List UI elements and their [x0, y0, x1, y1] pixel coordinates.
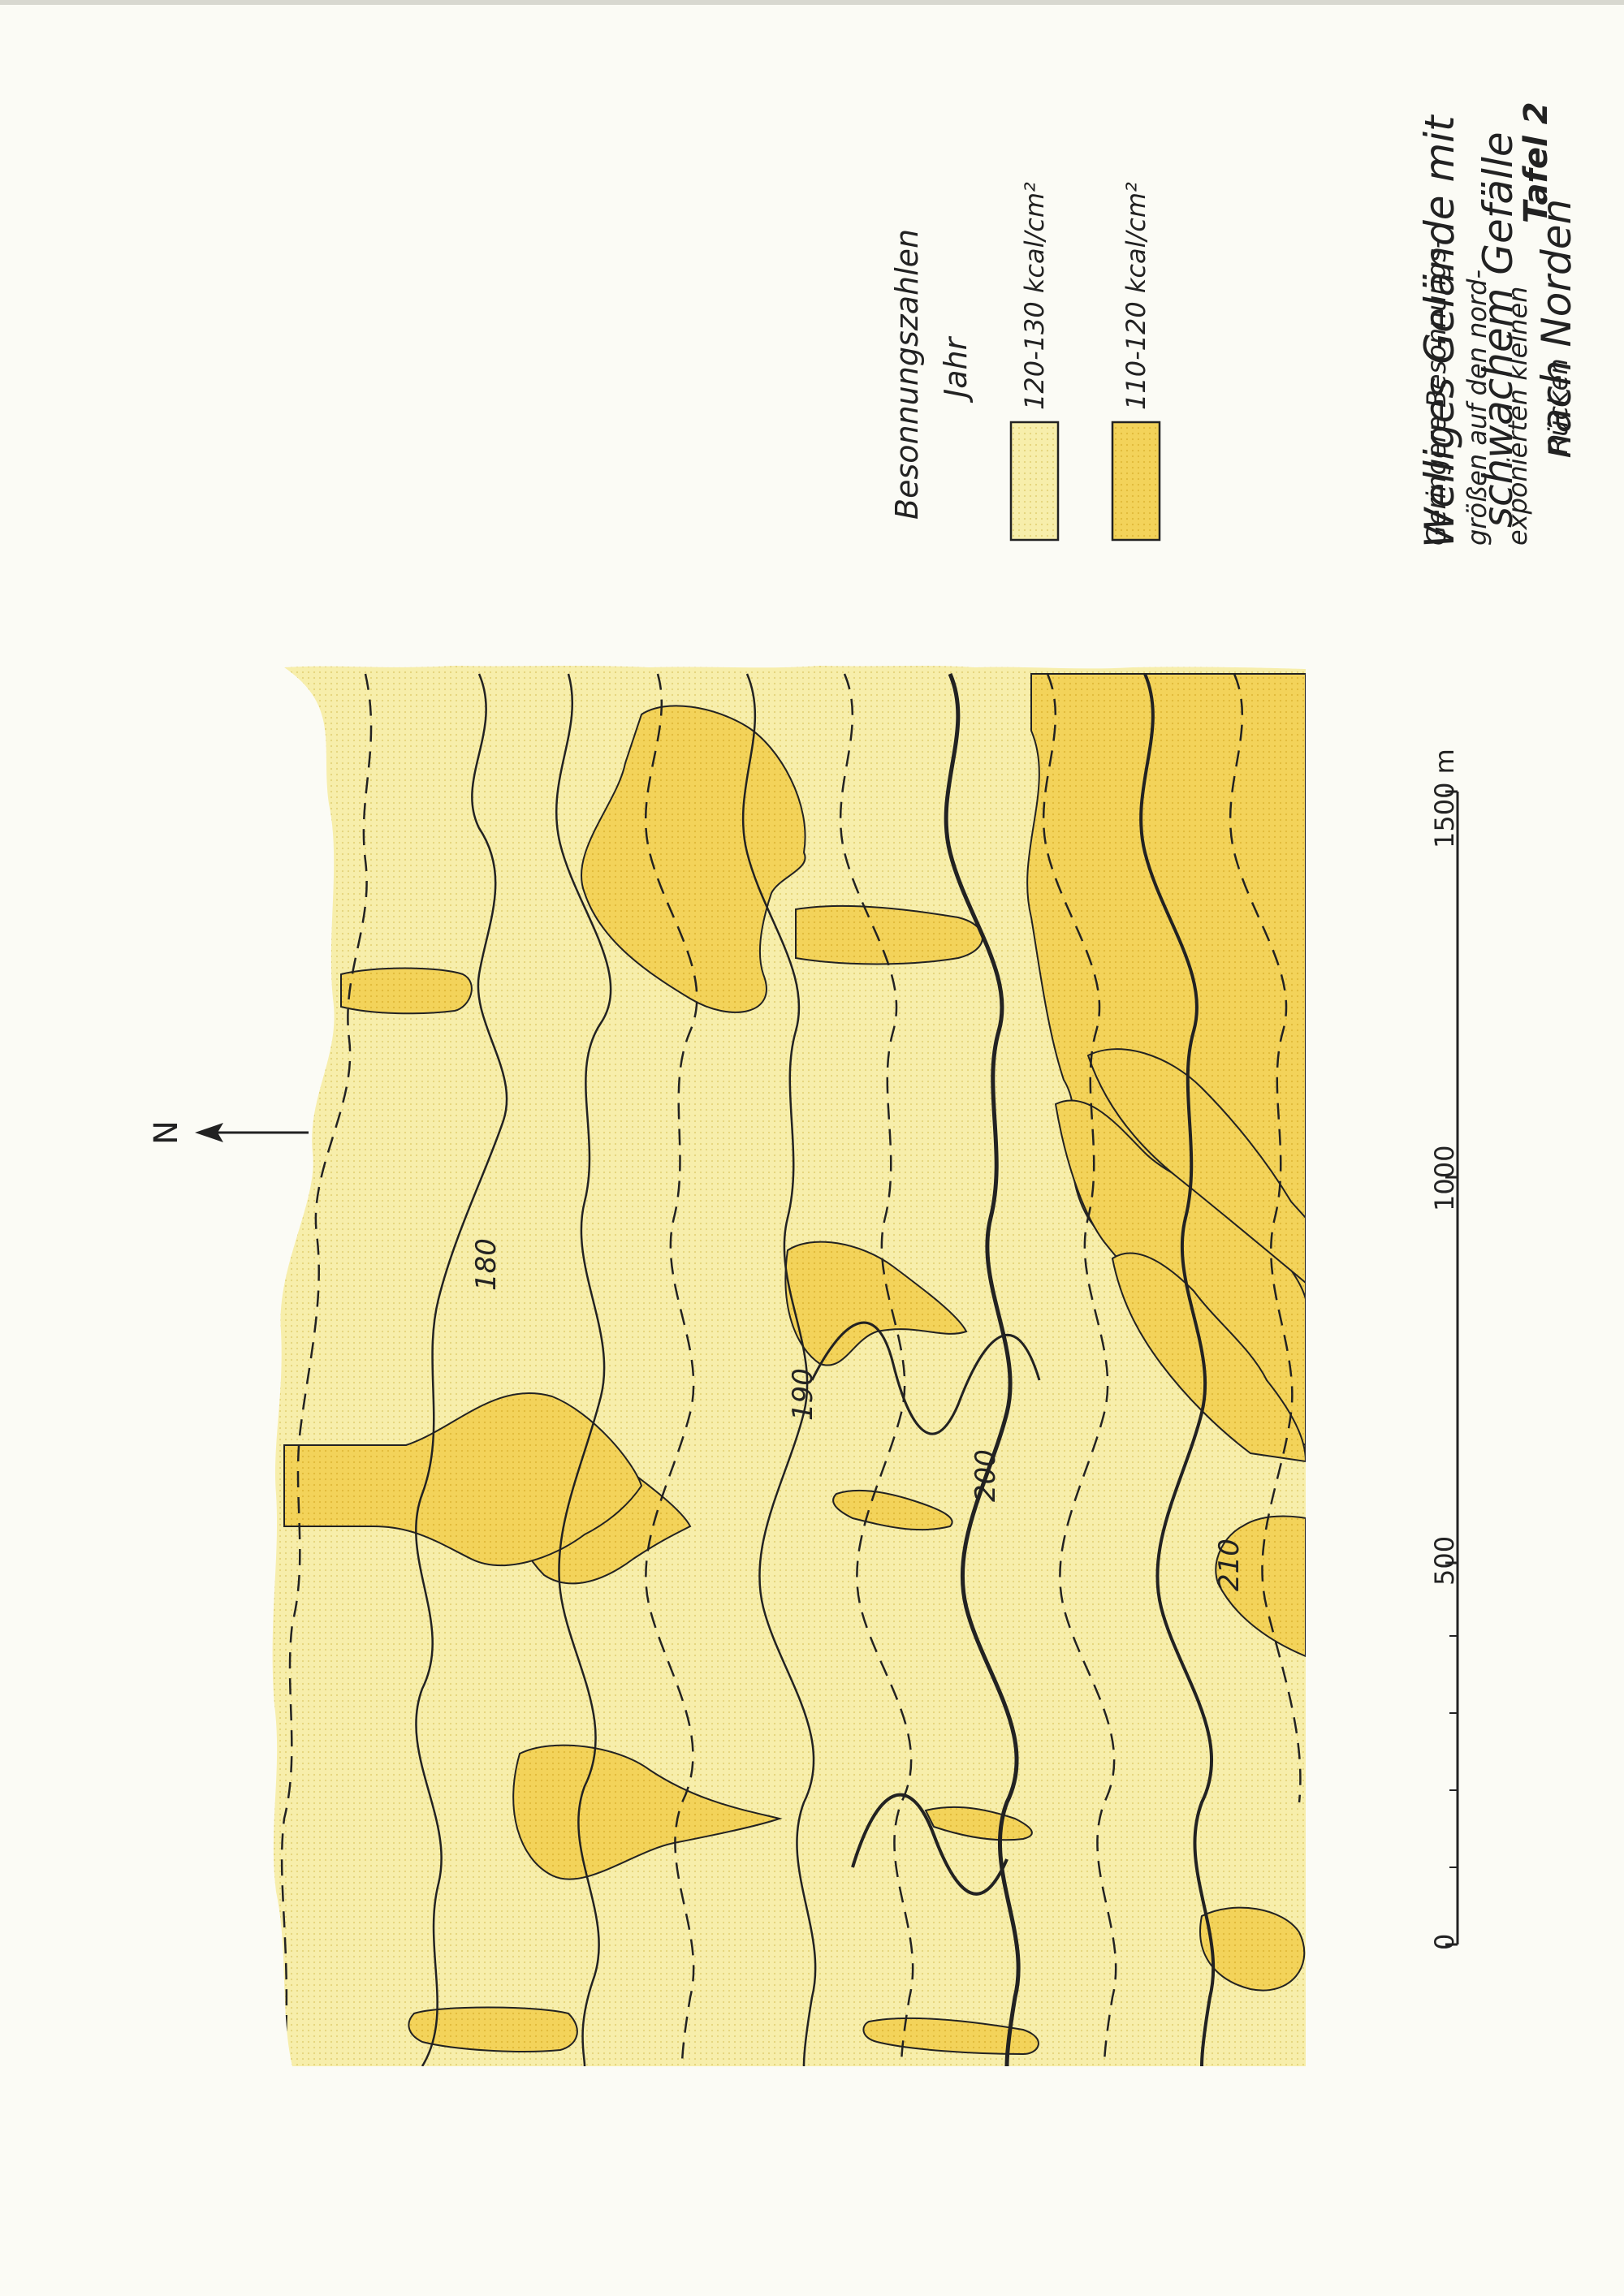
- contour-line-dashed-5: [1229, 673, 1302, 1803]
- contour-label-200: 200: [970, 1449, 1002, 1502]
- legend-subtitle-line-1: Geringere Besonnungs-: [1421, 240, 1452, 546]
- contour-line-wave-2: [851, 1793, 1009, 1896]
- legend-key-title-line-2: Jahr: [938, 335, 974, 404]
- scale-label-0: 0: [1429, 1934, 1460, 1950]
- dark-zone-bottom-right: [1215, 1515, 1306, 1658]
- scale-bar: 0 500 1000 1500 m: [1429, 749, 1460, 1950]
- legend-title-line-2: schwachem Gefälle: [1475, 132, 1522, 528]
- dark-zone-upper-lobe: [580, 705, 806, 1013]
- plate-label: Tafel 2: [1518, 101, 1555, 223]
- legend-title-line-3: nach Norden: [1533, 199, 1580, 459]
- contour-line-thin-1: [415, 673, 508, 2066]
- dark-zone-left-plume-3: [340, 967, 473, 1015]
- dark-zone-left-blob-1: [408, 2006, 578, 2052]
- contour-line-dashed-4: [1042, 673, 1117, 2066]
- page-top-edge: [0, 0, 1624, 5]
- legend-swatch-120-130: [1009, 421, 1060, 542]
- legend-key-title-line-1: Besonnungszahlen: [889, 229, 925, 520]
- map-area: 180 190 200 210: [272, 666, 1306, 2066]
- contour-label-180: 180: [470, 1238, 503, 1291]
- dark-zone-mid-lobe: [784, 1241, 968, 1366]
- legend: Tafel 2 Welliges Gelände mit schwachem G…: [889, 101, 1580, 548]
- dark-zone-left-blob-2: [862, 2017, 1039, 2056]
- contour-label-190: 190: [787, 1368, 819, 1421]
- legend-subtitle-line-2: größen auf den nord-: [1462, 270, 1492, 546]
- scale-label-1000: 1000: [1429, 1146, 1460, 1211]
- dark-zone-left-plume-1: [283, 1392, 643, 1566]
- contour-lines: [280, 673, 1302, 2066]
- contour-line-thin-2: [555, 673, 612, 2066]
- contour-line-wave-1: [810, 1321, 1041, 1435]
- north-arrow-head-icon: [195, 1123, 223, 1142]
- north-arrow-label: N: [148, 1120, 185, 1145]
- contour-line-thick-2: [1139, 673, 1216, 2066]
- legend-subtitle-line-4: Rücken: [1543, 358, 1574, 455]
- scale-label-500: 500: [1429, 1536, 1460, 1586]
- contour-line-thick-200: [944, 673, 1021, 2066]
- legend-item-120-130-label: 120-130 kcal/cm²: [1019, 182, 1050, 410]
- legend-subtitle-line-3: exponierten kleinen: [1502, 287, 1533, 546]
- dark-zone-left-plume-5: [924, 1806, 1033, 1841]
- contour-label-210: 210: [1213, 1539, 1246, 1591]
- legend-swatch-110-120: [1111, 421, 1161, 542]
- legend-item-110-120-label: 110-120 kcal/cm²: [1121, 182, 1151, 410]
- contour-line-thin-3: [741, 673, 817, 2066]
- dark-zone-left-plume-4: [832, 1489, 953, 1531]
- north-arrow: N: [148, 1120, 309, 1145]
- dark-zone-right-lobe-1: [1086, 1048, 1306, 1285]
- scale-label-1500: 1500 m: [1429, 749, 1460, 848]
- contour-line-dashed-2: [644, 673, 698, 2066]
- legend-title-line-1: Welliges Gelände mit: [1416, 114, 1463, 548]
- contour-line-dashed-1: [280, 673, 373, 2066]
